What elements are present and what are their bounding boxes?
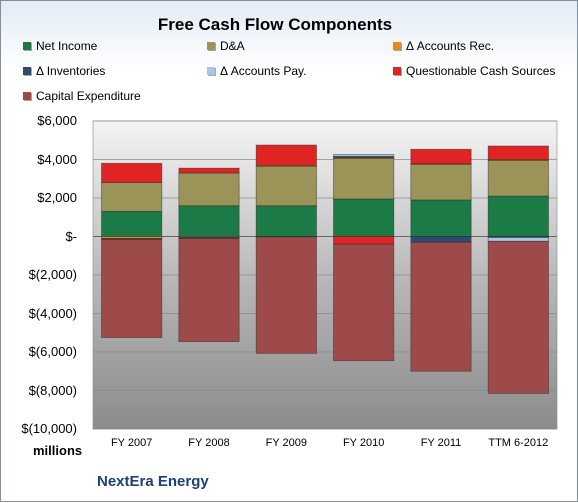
- x-tick-label: FY 2008: [188, 437, 230, 449]
- legend-swatch: [393, 67, 401, 75]
- y-tick-label: $(10,000): [21, 421, 77, 436]
- legend-label: Questionable Cash Sources: [406, 64, 556, 78]
- bar-segment: [255, 165, 317, 207]
- bar-segment: [255, 144, 317, 166]
- bar-segment: [333, 198, 395, 237]
- legend-swatch: [23, 67, 31, 75]
- legend-item: Δ Inventories: [23, 64, 105, 78]
- legend-label: Δ Inventories: [36, 64, 106, 78]
- bar-segment: [178, 238, 240, 343]
- legend-label: Δ Accounts Pay.: [220, 64, 307, 78]
- legend-label: D&A: [220, 39, 245, 53]
- legend-label: Capital Expenditure: [36, 89, 141, 103]
- bar-segment: [487, 240, 549, 394]
- legend-swatch: [207, 67, 215, 75]
- bar-segment: [101, 182, 163, 212]
- y-tick-label: $2,000: [37, 190, 77, 205]
- bar-segment: [410, 236, 472, 243]
- bar-segment: [178, 172, 240, 207]
- bar-segment: [101, 162, 163, 184]
- legend-swatch: [23, 92, 31, 100]
- bar-segment: [101, 238, 163, 338]
- bar-segment: [255, 205, 317, 237]
- bar-segment: [487, 145, 549, 160]
- y-tick-label: $(6,000): [28, 344, 77, 359]
- y-tick-label: $(2,000): [28, 267, 77, 282]
- bar-segment: [487, 195, 549, 237]
- legend-swatch: [23, 42, 31, 50]
- bar-segment: [333, 243, 395, 362]
- bar-segment: [333, 236, 395, 245]
- bar-segment: [410, 199, 472, 237]
- x-tick-label: TTM 6-2012: [488, 437, 549, 449]
- bar-segment: [487, 160, 549, 197]
- legend-item: Δ Accounts Rec.: [393, 39, 494, 53]
- bar-segment: [487, 237, 549, 242]
- x-tick-label: FY 2009: [265, 437, 308, 449]
- bar-segment: [333, 158, 395, 200]
- bar-segment: [178, 167, 240, 174]
- y-tick-label: $(4,000): [28, 305, 77, 321]
- units-label: millions: [33, 443, 83, 458]
- y-tick-label: $(8,000): [28, 382, 77, 398]
- bar-segment: [410, 241, 472, 372]
- x-tick-label: FY 2011: [420, 437, 462, 449]
- legend-label: Δ Accounts Rec.: [406, 39, 495, 53]
- x-tick-label: FY 2010: [342, 437, 385, 449]
- legend-swatch: [393, 42, 401, 50]
- bar-segment: [333, 154, 395, 157]
- bar-segment: [178, 205, 240, 237]
- x-tick-label: FY 2007: [110, 437, 153, 449]
- legend-item: D&A: [207, 39, 245, 53]
- company-name: NextEra Energy: [97, 473, 209, 490]
- y-tick-label: $-: [65, 228, 77, 244]
- bar-segment: [410, 163, 472, 201]
- bar-segment: [101, 211, 163, 237]
- bar-segment: [410, 148, 472, 165]
- legend-item: Δ Accounts Pay.: [207, 64, 307, 78]
- chart-title: Free Cash Flow Components: [157, 15, 393, 34]
- y-tick-label: $4,000: [37, 151, 77, 167]
- legend-label: Net Income: [36, 39, 98, 53]
- legend-item: Questionable Cash Sources: [393, 64, 555, 78]
- y-tick-label: $6,000: [37, 113, 77, 128]
- legend-item: Net Income: [23, 39, 97, 53]
- bar-segment: [255, 236, 317, 354]
- legend-swatch: [207, 42, 215, 50]
- legend-item: Capital Expenditure: [23, 89, 141, 103]
